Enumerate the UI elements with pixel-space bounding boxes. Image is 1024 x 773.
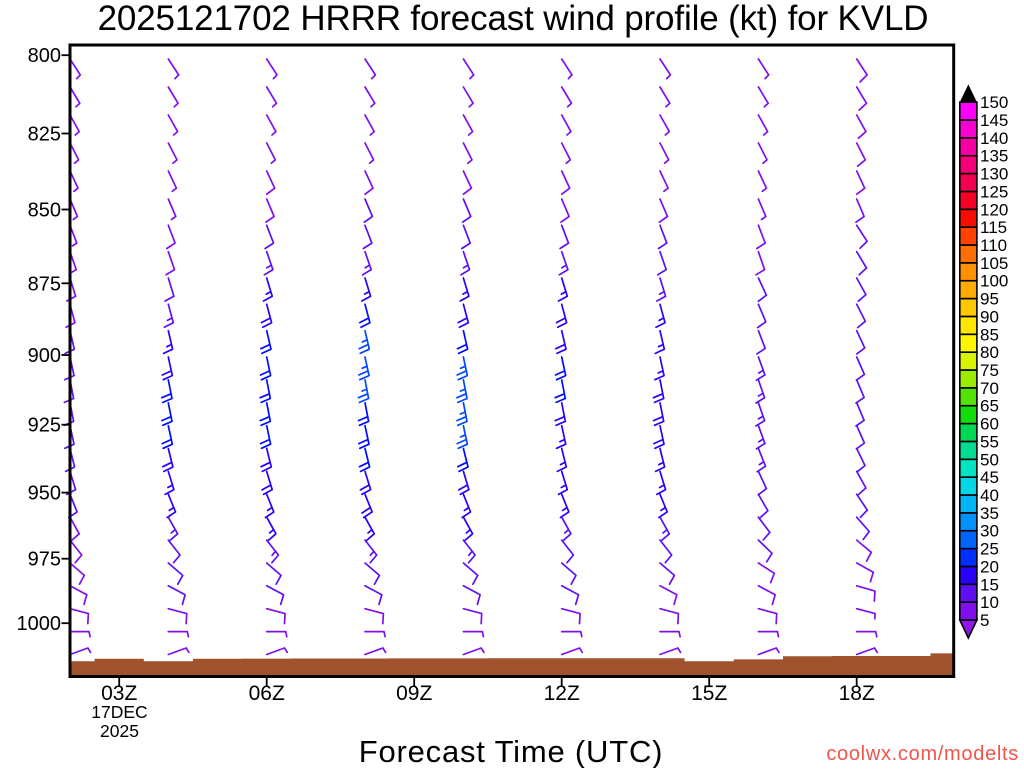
svg-text:110: 110 [980, 236, 1007, 255]
svg-text:120: 120 [980, 200, 1008, 219]
svg-text:850: 850 [28, 200, 61, 222]
svg-text:45: 45 [980, 468, 999, 487]
svg-text:17DEC: 17DEC [91, 702, 147, 722]
svg-text:75: 75 [980, 361, 999, 380]
svg-text:30: 30 [980, 522, 999, 541]
svg-text:55: 55 [980, 432, 999, 451]
svg-text:65: 65 [980, 397, 999, 416]
svg-text:135: 135 [980, 147, 1008, 166]
svg-text:95: 95 [980, 290, 999, 309]
svg-text:130: 130 [980, 165, 1008, 184]
svg-text:03Z: 03Z [101, 682, 137, 705]
svg-text:115: 115 [980, 218, 1007, 237]
svg-text:100: 100 [980, 272, 1008, 291]
svg-text:975: 975 [28, 549, 61, 571]
svg-text:60: 60 [980, 415, 999, 434]
svg-text:80: 80 [980, 343, 999, 362]
svg-text:85: 85 [980, 325, 999, 344]
svg-text:825: 825 [28, 124, 61, 146]
svg-text:800: 800 [28, 45, 61, 67]
svg-text:40: 40 [980, 486, 999, 505]
svg-text:5: 5 [980, 611, 989, 630]
svg-text:925: 925 [28, 415, 61, 437]
svg-text:25: 25 [980, 540, 999, 559]
svg-text:coolwx.com/modelts: coolwx.com/modelts [826, 743, 1019, 765]
svg-text:950: 950 [28, 483, 61, 505]
svg-text:1000: 1000 [17, 613, 62, 635]
svg-text:09Z: 09Z [396, 682, 432, 705]
svg-text:35: 35 [980, 504, 999, 523]
svg-text:20: 20 [980, 557, 999, 576]
svg-text:900: 900 [28, 345, 61, 367]
svg-text:12Z: 12Z [544, 682, 580, 705]
svg-text:875: 875 [28, 273, 61, 295]
svg-text:105: 105 [980, 254, 1008, 273]
svg-text:15Z: 15Z [691, 682, 727, 705]
svg-text:2025121702 HRRR forecast wind: 2025121702 HRRR forecast wind profile (k… [98, 0, 929, 38]
svg-text:18Z: 18Z [839, 682, 875, 705]
svg-text:90: 90 [980, 307, 999, 326]
svg-text:06Z: 06Z [249, 682, 285, 705]
svg-text:2025: 2025 [100, 721, 139, 741]
svg-text:125: 125 [980, 182, 1008, 201]
svg-text:15: 15 [980, 575, 999, 594]
svg-text:50: 50 [980, 450, 999, 469]
svg-text:10: 10 [980, 593, 999, 612]
svg-text:Forecast Time (UTC): Forecast Time (UTC) [359, 734, 664, 768]
svg-text:140: 140 [980, 129, 1008, 148]
svg-text:70: 70 [980, 379, 999, 398]
svg-text:150: 150 [980, 93, 1008, 112]
svg-text:145: 145 [980, 111, 1008, 130]
